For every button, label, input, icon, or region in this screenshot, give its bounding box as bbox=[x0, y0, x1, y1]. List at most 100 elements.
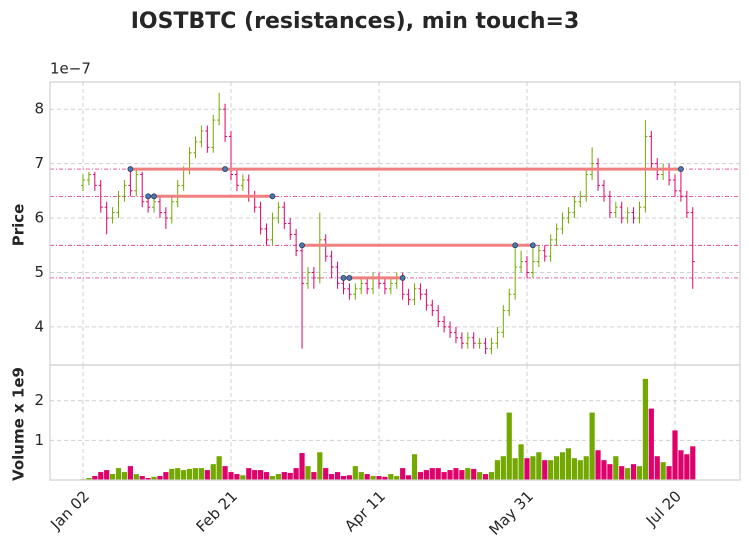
volume-bar bbox=[642, 378, 648, 480]
volume-bar bbox=[477, 472, 483, 480]
volume-bar bbox=[559, 452, 566, 480]
volume-bar bbox=[530, 456, 536, 480]
volume-bar bbox=[121, 472, 128, 480]
touch-point bbox=[530, 242, 536, 249]
volume-bar bbox=[352, 466, 358, 480]
volume-bar bbox=[660, 462, 666, 480]
volume-bar bbox=[198, 468, 204, 480]
volume-bar bbox=[293, 468, 299, 480]
volume-bar bbox=[542, 460, 548, 480]
volume-bar bbox=[459, 470, 465, 480]
volume-bar bbox=[269, 476, 276, 480]
y-tick-label: 5 bbox=[34, 263, 44, 281]
volume-bar bbox=[571, 458, 577, 480]
touch-point bbox=[340, 275, 347, 281]
volume-bar bbox=[666, 466, 672, 480]
volume-bar bbox=[204, 470, 210, 480]
volume-bar bbox=[234, 474, 240, 480]
volume-bar bbox=[411, 454, 418, 480]
volume-bar bbox=[263, 472, 270, 480]
y-tick-label: 6 bbox=[34, 209, 44, 227]
volume-bar bbox=[252, 470, 258, 480]
volume-bar bbox=[524, 458, 530, 480]
volume-bar bbox=[287, 472, 293, 480]
volume-bar bbox=[181, 470, 187, 480]
volume-bar bbox=[589, 412, 595, 480]
volume-bar bbox=[311, 472, 317, 480]
volume-bar bbox=[258, 470, 264, 480]
volume-bar bbox=[400, 468, 406, 480]
volume-bar bbox=[518, 444, 524, 480]
volume-bar bbox=[346, 475, 352, 480]
touch-point bbox=[678, 166, 684, 172]
volume-bar bbox=[86, 478, 92, 480]
volume-bar bbox=[613, 456, 619, 480]
volume-bar bbox=[548, 460, 554, 480]
volume-bar bbox=[494, 460, 500, 480]
volume-bar bbox=[210, 464, 216, 480]
volume-bar bbox=[453, 468, 459, 480]
offset-text: 1e−7 bbox=[50, 60, 91, 78]
volume-bar bbox=[512, 458, 518, 480]
volume-bar bbox=[133, 474, 139, 480]
y-tick-label: 8 bbox=[34, 100, 44, 118]
volume-bar bbox=[500, 456, 506, 480]
volume-bar bbox=[115, 468, 122, 480]
volume-bar bbox=[317, 452, 323, 480]
volume-bar bbox=[157, 476, 163, 480]
volume-bar bbox=[619, 466, 625, 480]
volume-bar bbox=[690, 446, 696, 480]
volume-bar bbox=[169, 468, 175, 480]
volume-bar bbox=[406, 475, 412, 480]
y-tick-label: 7 bbox=[34, 154, 44, 172]
volume-bar bbox=[340, 476, 347, 480]
volume-bar bbox=[506, 412, 512, 480]
volume-bar bbox=[240, 475, 246, 480]
volume-bar bbox=[447, 470, 453, 480]
touch-point bbox=[151, 193, 157, 200]
volume-bar bbox=[417, 472, 424, 480]
y-axis-label: Price bbox=[10, 204, 28, 247]
volume-bar bbox=[110, 474, 116, 480]
volume-bar bbox=[441, 472, 447, 480]
volume-bar bbox=[435, 468, 441, 480]
touch-point bbox=[145, 193, 152, 200]
volume-bar bbox=[654, 456, 660, 480]
volume-bar bbox=[275, 474, 281, 480]
touch-point bbox=[399, 275, 406, 281]
volume-bar bbox=[305, 466, 311, 480]
volume-bar bbox=[577, 460, 583, 480]
volume-bar bbox=[394, 476, 400, 480]
volume-tick-label: 2 bbox=[34, 391, 44, 409]
volume-bar bbox=[636, 466, 643, 480]
volume-bar bbox=[222, 466, 228, 480]
volume-bar bbox=[370, 476, 376, 480]
volume-bar bbox=[139, 476, 145, 480]
touch-point bbox=[346, 275, 353, 281]
volume-bar bbox=[382, 476, 388, 480]
volume-bar bbox=[358, 472, 364, 480]
volume-bar bbox=[104, 470, 110, 480]
volume-bar bbox=[488, 472, 495, 480]
touch-point bbox=[299, 242, 305, 249]
volume-bar bbox=[323, 468, 329, 480]
volume-bar bbox=[595, 450, 601, 480]
volume-bar bbox=[465, 468, 471, 480]
touch-point bbox=[127, 166, 134, 172]
volume-bar bbox=[192, 468, 199, 480]
volume-bar bbox=[151, 476, 157, 480]
volume-bar bbox=[334, 472, 341, 480]
volume-bar bbox=[672, 430, 678, 480]
volume-bar bbox=[175, 468, 181, 480]
volume-bar bbox=[429, 468, 435, 480]
volume-bar bbox=[607, 464, 613, 480]
volume-bar bbox=[98, 472, 104, 480]
volume-axis-label: Volume x 1e9 bbox=[10, 367, 28, 481]
volume-bar bbox=[216, 456, 222, 480]
volume-bar bbox=[482, 474, 489, 480]
touch-point bbox=[512, 242, 519, 249]
volume-bar bbox=[163, 472, 169, 480]
volume-bar bbox=[583, 456, 589, 480]
